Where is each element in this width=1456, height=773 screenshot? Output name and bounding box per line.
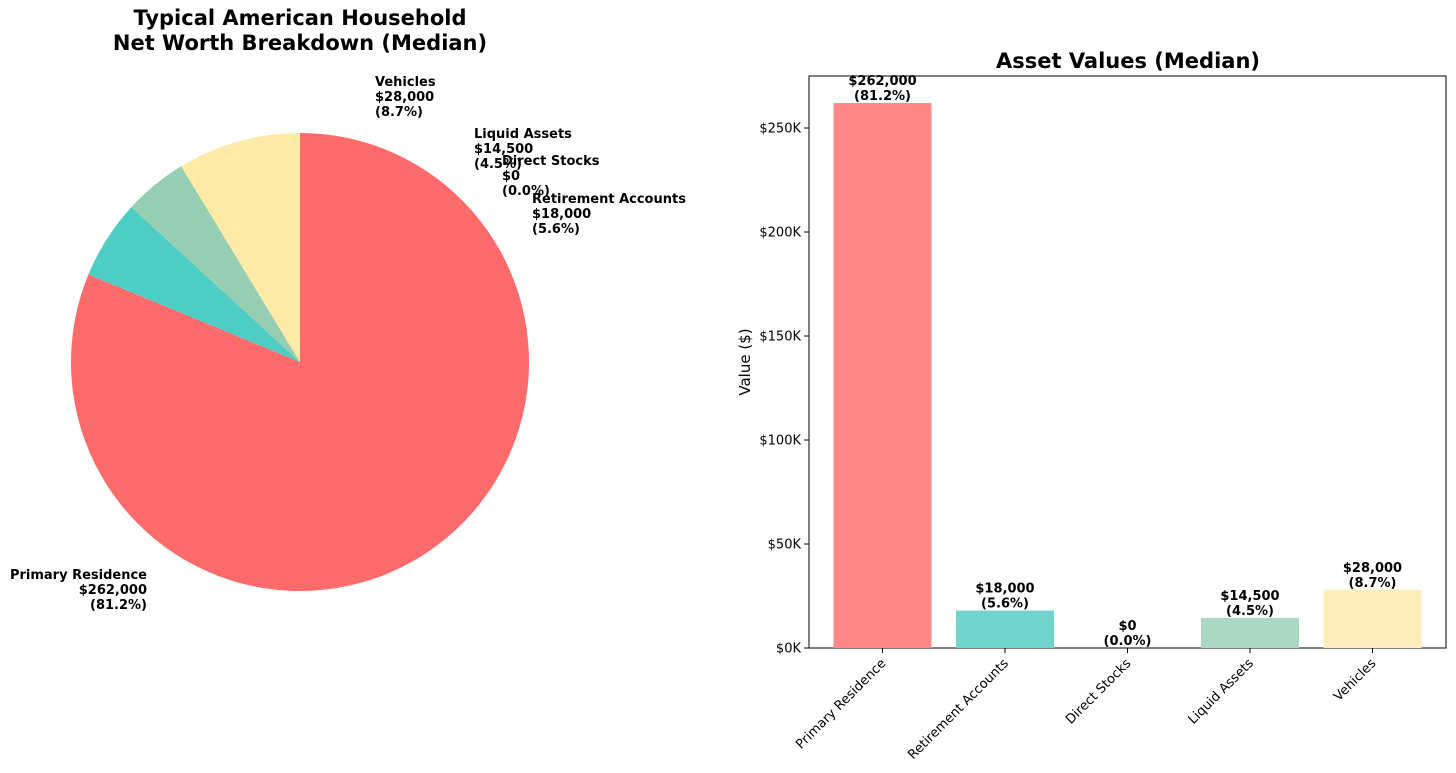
- bar-primary-residence: [833, 103, 932, 649]
- bar-liquid-assets: [1201, 617, 1299, 648]
- bar-value-label-vehicles: $28,000 (8.7%): [1343, 561, 1402, 591]
- bar-vehicles: [1323, 589, 1422, 648]
- x-tick-label-vehicles: Vehicles: [1331, 656, 1379, 704]
- pie-label-retirement-accounts: Retirement Accounts $18,000 (5.6%): [532, 192, 686, 237]
- bar-value-label-direct-stocks: $0 (0.0%): [1104, 619, 1152, 649]
- y-tick-label: $250K: [759, 122, 801, 137]
- y-tick-label: $0K: [776, 642, 802, 657]
- x-tick-label-primary-residence: Primary Residence: [793, 656, 889, 752]
- bar-value-label-primary-residence: $262,000 (81.2%): [848, 74, 916, 104]
- pie-slice-liquid-assets: [131, 166, 300, 362]
- y-tick-label: $200K: [759, 226, 801, 241]
- pie-title-line-2: Net Worth Breakdown (Median): [113, 31, 487, 55]
- pie-slice-vehicles: [181, 133, 300, 362]
- pie-slice-retirement-accounts: [88, 207, 301, 362]
- pie-label-vehicles: Vehicles $28,000 (8.7%): [375, 75, 436, 120]
- pie-label-primary-residence: Primary Residence $262,000 (81.2%): [10, 568, 147, 613]
- y-tick-label: $150K: [759, 330, 801, 345]
- bar-value-label-retirement-accounts: $18,000 (5.6%): [975, 582, 1034, 612]
- x-tick-label-direct-stocks: Direct Stocks: [1063, 656, 1134, 727]
- pie-label-liquid-assets: Liquid Assets $14,500 (4.5%): [474, 127, 572, 172]
- bar-retirement-accounts: [956, 610, 1054, 648]
- bar-value-label-liquid-assets: $14,500 (4.5%): [1220, 589, 1279, 619]
- pie-chart: Typical American Household Net Worth Bre…: [10, 6, 686, 613]
- y-tick-label: $50K: [768, 538, 802, 553]
- x-tick-label-liquid-assets: Liquid Assets: [1186, 656, 1257, 727]
- x-tick-label-retirement-accounts: Retirement Accounts: [905, 656, 1012, 763]
- bar-chart: Asset Values (Median) Value ($) $0K $50K $…: [736, 49, 1447, 763]
- y-axis-label: Value ($): [736, 328, 754, 395]
- pie-label-direct-stocks: Direct Stocks $0 (0.0%): [502, 154, 600, 199]
- y-tick-label: $100K: [759, 434, 801, 449]
- bar-title: Asset Values (Median): [996, 49, 1260, 73]
- pie-title-line-1: Typical American Household: [134, 6, 467, 30]
